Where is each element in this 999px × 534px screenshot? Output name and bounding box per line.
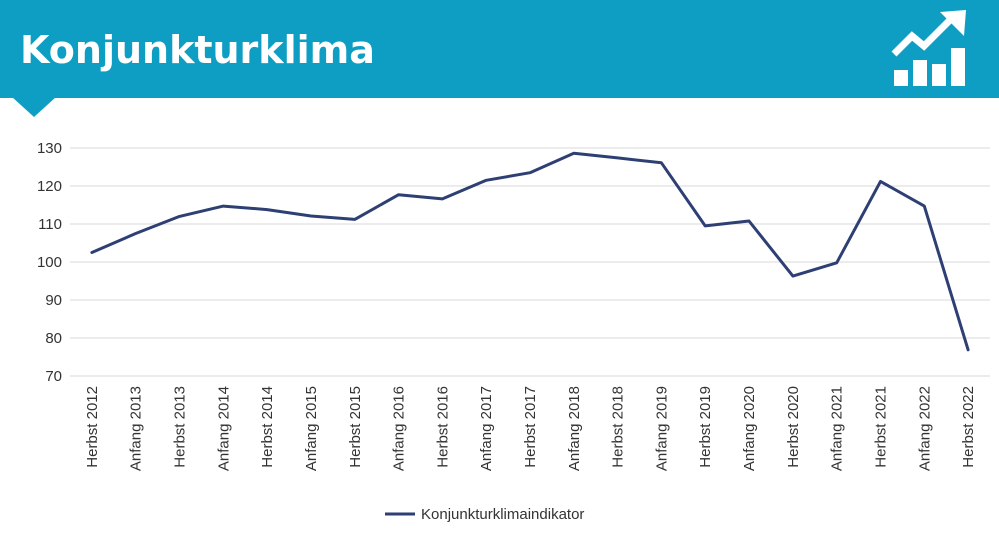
header-banner: Konjunkturklima — [0, 0, 999, 98]
x-tick-label: Anfang 2018 — [566, 386, 583, 471]
x-tick-label: Anfang 2014 — [215, 386, 232, 471]
x-tick-label: Anfang 2013 — [128, 386, 145, 471]
x-tick-label: Herbst 2017 — [522, 386, 539, 468]
page-title: Konjunkturklima — [20, 28, 375, 72]
x-tick-label: Herbst 2015 — [347, 386, 364, 468]
y-tick-label: 130 — [37, 140, 62, 157]
header-pointer — [12, 97, 56, 117]
series-line — [90, 151, 970, 352]
y-tick-label: 90 — [45, 292, 62, 309]
rising-bar-chart-icon — [891, 10, 966, 86]
x-tick-label: Herbst 2016 — [434, 386, 451, 468]
x-tick-label: Herbst 2012 — [84, 386, 101, 468]
x-tick-label: Anfang 2021 — [829, 386, 846, 471]
x-tick-label: Anfang 2019 — [653, 386, 670, 471]
y-tick-label: 70 — [45, 368, 62, 385]
x-tick-label: Herbst 2014 — [259, 386, 276, 468]
x-tick-label: Herbst 2020 — [785, 386, 802, 468]
y-tick-label: 80 — [45, 330, 62, 347]
x-tick-label: Herbst 2018 — [610, 386, 627, 468]
x-tick-label: Anfang 2022 — [916, 386, 933, 471]
x-tick-label: Herbst 2022 — [960, 386, 977, 468]
legend-label: Konjunkturklimaindikator — [421, 506, 584, 523]
x-tick-label: Anfang 2020 — [741, 386, 758, 471]
x-tick-label: Herbst 2019 — [697, 386, 714, 468]
x-tick-label: Anfang 2015 — [303, 386, 320, 471]
y-tick-label: 120 — [37, 178, 62, 195]
line-chart: 70 80 90 100 110 120 130 Herbst 2012 Anfang 2013… — [37, 140, 990, 523]
x-tick-label: Herbst 2021 — [872, 386, 889, 468]
y-tick-label: 110 — [38, 216, 62, 233]
y-tick-label: 100 — [37, 254, 62, 271]
x-tick-label: Herbst 2013 — [172, 386, 189, 468]
x-tick-label: Anfang 2016 — [391, 386, 408, 471]
x-tick-label: Anfang 2017 — [478, 386, 495, 471]
